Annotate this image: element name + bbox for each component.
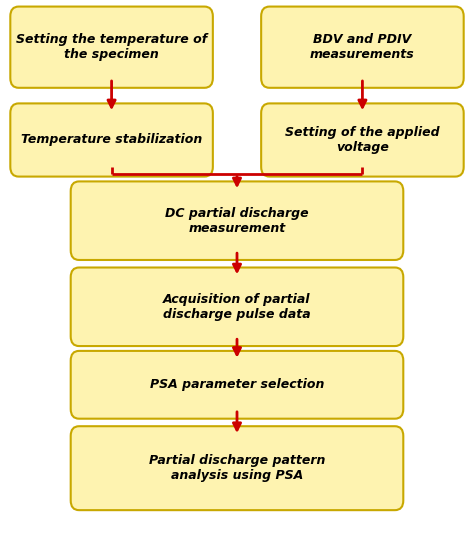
Text: BDV and PDIV
measurements: BDV and PDIV measurements	[310, 33, 415, 61]
FancyBboxPatch shape	[71, 267, 403, 346]
Text: Partial discharge pattern
analysis using PSA: Partial discharge pattern analysis using…	[149, 454, 325, 482]
Text: Acquisition of partial
discharge pulse data: Acquisition of partial discharge pulse d…	[163, 293, 311, 321]
FancyBboxPatch shape	[10, 103, 213, 177]
Text: PSA parameter selection: PSA parameter selection	[150, 378, 324, 391]
FancyBboxPatch shape	[71, 351, 403, 419]
FancyBboxPatch shape	[71, 426, 403, 510]
FancyBboxPatch shape	[261, 103, 464, 177]
Text: Temperature stabilization: Temperature stabilization	[21, 133, 202, 147]
FancyBboxPatch shape	[71, 181, 403, 260]
FancyBboxPatch shape	[10, 7, 213, 88]
Text: Setting the temperature of
the specimen: Setting the temperature of the specimen	[16, 33, 207, 61]
FancyBboxPatch shape	[261, 7, 464, 88]
Text: DC partial discharge
measurement: DC partial discharge measurement	[165, 206, 309, 235]
Text: Setting of the applied
voltage: Setting of the applied voltage	[285, 126, 440, 154]
